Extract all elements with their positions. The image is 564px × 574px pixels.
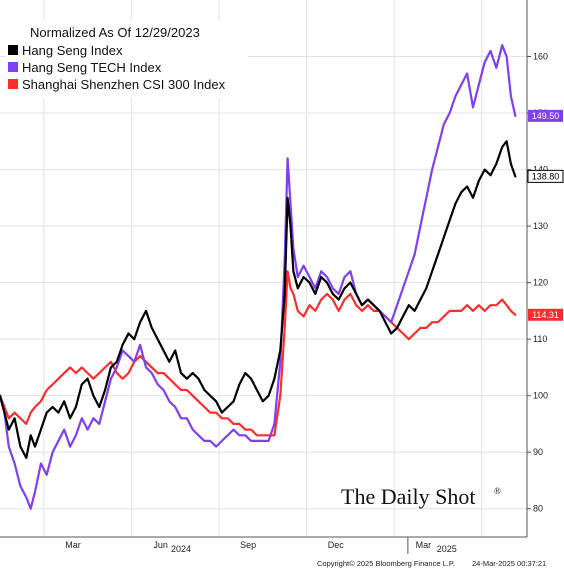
footer-timestamp: 24-Mar-2025 00:37:21 xyxy=(472,559,546,568)
legend-swatch-csi-300 xyxy=(8,79,18,89)
x-tick-label-4: Mar xyxy=(416,540,432,550)
y-tick-label-140: 140 xyxy=(533,165,548,175)
series-line-csi-300 xyxy=(0,270,517,437)
y-tick-label-100: 100 xyxy=(533,391,548,401)
legend-label-csi-300: Shanghai Shenzhen CSI 300 Index xyxy=(22,77,226,92)
legend: Normalized As Of 12/29/2023 Hang Seng In… xyxy=(6,20,248,98)
legend-label-hang-seng-tech: Hang Seng TECH Index xyxy=(22,60,162,75)
x-tick-label-1: Jun xyxy=(153,540,168,550)
y-tick-label-160: 160 xyxy=(533,52,548,62)
chart-title: Normalized As Of 12/29/2023 xyxy=(30,25,200,40)
y-tick-label-90: 90 xyxy=(533,447,543,457)
legend-swatch-hang-seng xyxy=(8,45,18,55)
series-layer xyxy=(0,44,517,510)
x-year-label-1: 2025 xyxy=(437,544,457,554)
brand-registered-mark: ® xyxy=(494,486,501,496)
y-tick-label-130: 130 xyxy=(533,221,548,231)
axis-layer: 8090100110120130140150160MarJunSepDecMar… xyxy=(0,0,548,554)
value-tag-label-hang-seng-tech: 149.50 xyxy=(532,111,560,121)
x-tick-label-3: Dec xyxy=(328,540,345,550)
value-tag-hang-seng-tech xyxy=(528,109,563,122)
series-line-hang-seng xyxy=(0,140,517,459)
x-tick-label-0: Mar xyxy=(65,540,81,550)
value-tag-hang-seng xyxy=(527,169,564,183)
brand-logo-text: The Daily Shot xyxy=(341,484,475,509)
footer-copyright: Copyright© 2025 Bloomberg Finance L.P. xyxy=(317,559,455,568)
x-tick-label-2: Sep xyxy=(240,540,256,550)
value-tag-label-csi-300: 114.31 xyxy=(532,310,559,320)
legend-background xyxy=(6,20,248,98)
series-line-hang-seng-tech xyxy=(0,44,517,510)
value-tag-label-hang-seng: 138.80 xyxy=(532,171,560,181)
legend-swatch-hang-seng-tech xyxy=(8,62,18,72)
brand-logo: The Daily Shot ® xyxy=(341,484,501,509)
legend-label-hang-seng: Hang Seng Index xyxy=(22,43,123,58)
x-year-label-0: 2024 xyxy=(171,544,191,554)
value-tag-layer: 138.80 149.50 114.31 xyxy=(527,109,564,321)
y-tick-label-120: 120 xyxy=(533,278,548,288)
y-tick-label-80: 80 xyxy=(533,504,543,514)
value-tag-csi-300 xyxy=(528,308,563,321)
y-tick-label-110: 110 xyxy=(533,334,547,344)
